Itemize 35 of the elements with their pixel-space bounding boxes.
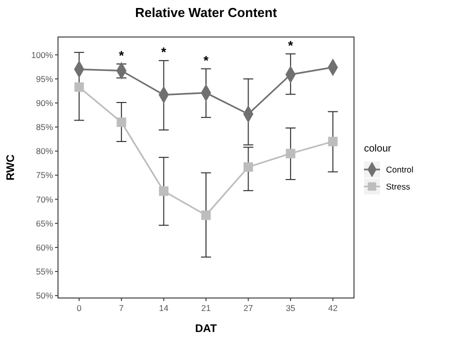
y-tick-label: 65% bbox=[36, 218, 54, 228]
y-axis-title: RWC bbox=[5, 154, 17, 181]
x-axis-title: DAT bbox=[195, 323, 218, 335]
x-tick-label: 7 bbox=[119, 303, 124, 313]
legend-title: colour bbox=[364, 144, 392, 154]
point bbox=[244, 162, 254, 172]
y-tick-label: 75% bbox=[36, 170, 54, 180]
x-tick-label: 14 bbox=[158, 303, 169, 313]
x-tick-label: 27 bbox=[244, 303, 254, 313]
x-tick-label: 21 bbox=[201, 303, 211, 313]
legend-label: Stress bbox=[386, 181, 410, 192]
y-tick-label: 90% bbox=[36, 98, 54, 108]
point bbox=[328, 136, 338, 146]
chart-title: Relative Water Content bbox=[135, 5, 278, 20]
y-tick-label: 80% bbox=[36, 146, 54, 156]
point bbox=[116, 117, 126, 127]
y-tick-label: 60% bbox=[36, 242, 54, 252]
point bbox=[201, 210, 211, 220]
annotation: * bbox=[288, 38, 294, 53]
annotation: * bbox=[161, 44, 168, 60]
x-tick-label: 42 bbox=[328, 303, 338, 313]
legend-label: Control bbox=[386, 164, 414, 174]
point bbox=[286, 148, 296, 158]
y-tick-label: 100% bbox=[31, 50, 54, 60]
point bbox=[74, 82, 84, 92]
annotation: * bbox=[203, 52, 210, 68]
y-tick-label: 85% bbox=[36, 122, 54, 132]
y-tick-label: 50% bbox=[36, 290, 54, 301]
y-tick-label: 55% bbox=[36, 266, 54, 276]
y-tick-label: 70% bbox=[36, 194, 54, 204]
annotation: * bbox=[118, 48, 125, 63]
x-tick-label: 35 bbox=[286, 303, 296, 313]
x-tick-label: 0 bbox=[76, 303, 82, 313]
y-tick-label: 95% bbox=[36, 74, 54, 84]
point bbox=[158, 186, 168, 196]
